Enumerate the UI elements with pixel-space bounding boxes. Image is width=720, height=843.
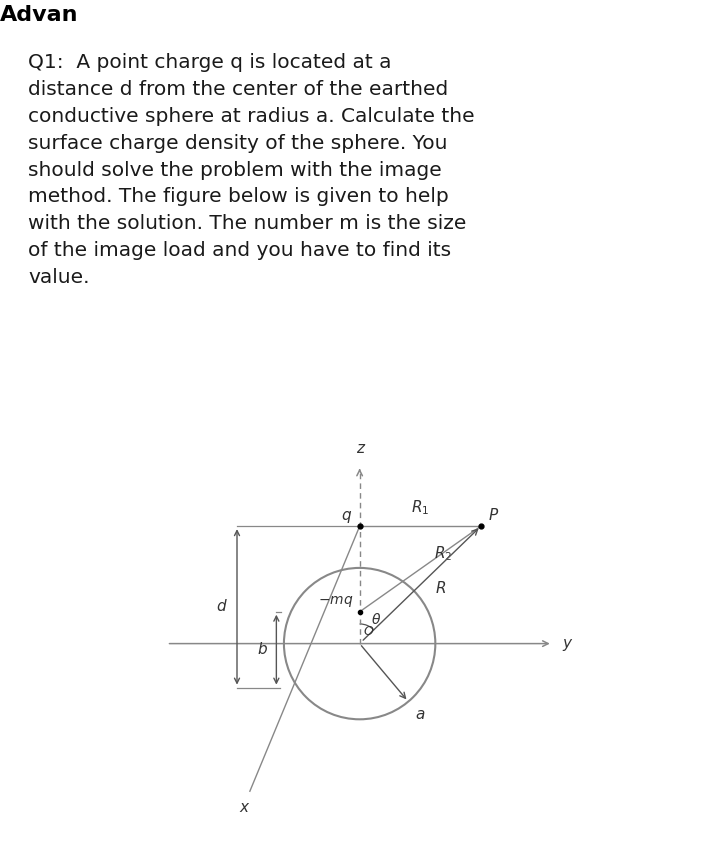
Text: z: z <box>356 441 364 456</box>
Text: q: q <box>341 508 351 524</box>
Text: $\theta$: $\theta$ <box>371 612 381 627</box>
Text: $R_2$: $R_2$ <box>434 545 452 563</box>
Text: Q1:  A point charge q is located at a
distance d from the center of the earthed
: Q1: A point charge q is located at a dis… <box>28 53 474 287</box>
Text: $-mq$: $-mq$ <box>318 593 354 609</box>
Text: a: a <box>416 707 426 722</box>
Text: Advan: Advan <box>0 5 78 25</box>
Text: y: y <box>562 636 572 651</box>
Text: R: R <box>436 581 446 596</box>
Text: x: x <box>239 800 248 815</box>
Text: $O$: $O$ <box>364 626 374 638</box>
Text: b: b <box>258 642 267 658</box>
Text: $R_1$: $R_1$ <box>411 498 429 518</box>
Text: d: d <box>216 599 225 615</box>
Text: P: P <box>488 508 498 524</box>
